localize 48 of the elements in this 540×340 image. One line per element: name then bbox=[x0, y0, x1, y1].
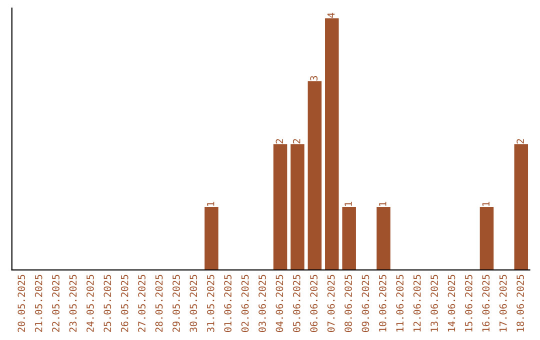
x-tick-label: 17.06.2025 bbox=[499, 274, 507, 332]
x-tick-label: 08.06.2025 bbox=[344, 274, 352, 332]
x-tick-label: 30.05.2025 bbox=[190, 274, 198, 332]
x-tick-label: 05.06.2025 bbox=[292, 274, 300, 332]
x-tick-label: 21.05.2025 bbox=[34, 274, 42, 332]
data-label: 1 bbox=[207, 202, 214, 206]
x-tick-label: 24.05.2025 bbox=[86, 274, 94, 332]
x-tick-label: 25.05.2025 bbox=[104, 274, 112, 332]
bar bbox=[480, 207, 494, 270]
data-label: 4 bbox=[328, 12, 335, 18]
x-tick-label: 31.05.2025 bbox=[206, 274, 214, 332]
x-tick-label: 18.06.2025 bbox=[516, 274, 524, 332]
x-tick-label: 22.05.2025 bbox=[52, 274, 60, 332]
x-tick-label: 29.05.2025 bbox=[172, 274, 180, 332]
bar bbox=[325, 18, 339, 270]
data-label: 1 bbox=[482, 202, 490, 206]
data-label: 2 bbox=[516, 139, 524, 144]
x-tick-label: 09.06.2025 bbox=[362, 274, 370, 332]
x-tick-label: 16.06.2025 bbox=[482, 274, 490, 332]
data-label: 1 bbox=[344, 202, 352, 206]
bar bbox=[290, 144, 304, 270]
data-label: 1 bbox=[379, 202, 386, 206]
x-tick-label: 26.05.2025 bbox=[120, 274, 128, 332]
bar bbox=[204, 207, 218, 270]
x-tick-label: 23.05.2025 bbox=[69, 274, 77, 332]
bar bbox=[308, 81, 322, 270]
bar bbox=[514, 144, 528, 270]
bar bbox=[376, 207, 390, 270]
x-tick-label: 28.05.2025 bbox=[155, 274, 163, 332]
x-tick-label: 02.06.2025 bbox=[241, 274, 249, 332]
x-tick-label: 01.06.2025 bbox=[224, 274, 232, 332]
x-tick-label: 14.06.2025 bbox=[448, 274, 456, 332]
x-tick-label: 10.06.2025 bbox=[378, 274, 386, 332]
x-tick-label: 03.06.2025 bbox=[258, 274, 266, 332]
data-label: 2 bbox=[292, 139, 300, 144]
x-tick-label: 12.06.2025 bbox=[413, 274, 421, 332]
bar bbox=[342, 207, 356, 270]
x-tick-label: 20.05.2025 bbox=[18, 274, 26, 332]
x-tick-label: 15.06.2025 bbox=[465, 274, 472, 332]
bar bbox=[273, 144, 288, 270]
x-tick-label: 27.05.2025 bbox=[138, 274, 146, 332]
data-label: 3 bbox=[310, 76, 318, 81]
x-tick-label: 04.06.2025 bbox=[276, 274, 284, 332]
x-tick-label: 13.06.2025 bbox=[430, 274, 438, 332]
x-tick-label: 07.06.2025 bbox=[327, 274, 335, 332]
x-tick-label: 06.06.2025 bbox=[310, 274, 318, 332]
x-tick-label: 11.06.2025 bbox=[396, 274, 404, 332]
data-label: 2 bbox=[276, 139, 283, 144]
